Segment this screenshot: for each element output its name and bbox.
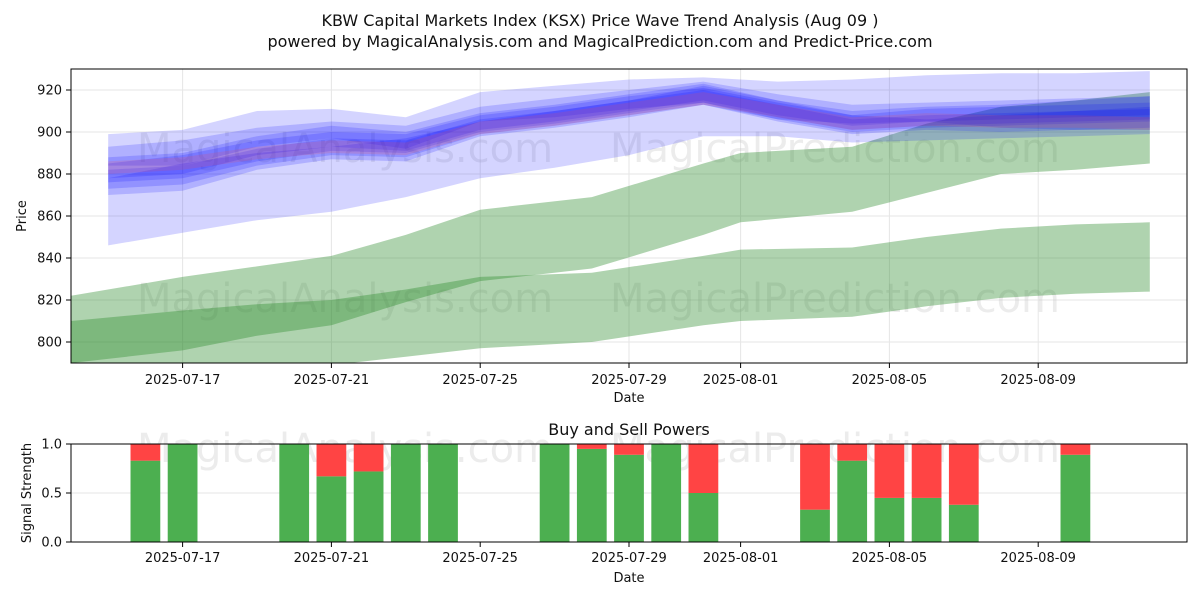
buy-power-bar	[651, 444, 682, 542]
bottom-x-tick-label: 2025-08-01	[703, 551, 779, 566]
bottom-x-axis-label: Date	[613, 571, 644, 586]
top-x-tick-label: 2025-08-09	[1000, 373, 1076, 388]
buy-power-bar	[130, 460, 161, 542]
watermark-text: MagicalAnalysis.com	[137, 276, 553, 322]
blue-price-band	[108, 87, 1150, 179]
sell-power-bar	[874, 444, 905, 498]
blue-price-band	[108, 90, 1150, 183]
top-x-tick-label: 2025-07-21	[294, 373, 370, 388]
top-y-tick-label: 900	[37, 126, 62, 141]
top-y-tick-label: 840	[37, 252, 62, 267]
top-x-axis-label: Date	[613, 391, 644, 406]
buy-power-bar	[688, 493, 719, 542]
top-y-tick-label: 880	[37, 168, 62, 183]
buy-power-bar	[167, 444, 198, 542]
buy-power-bar	[539, 444, 570, 542]
top-y-tick-label: 920	[37, 84, 62, 99]
signal-chart-panel: MagicalAnalysis.comMagicalPrediction.com…	[20, 420, 1188, 586]
figure-title: KBW Capital Markets Index (KSX) Price Wa…	[322, 11, 879, 30]
bottom-x-tick-label: 2025-08-05	[852, 551, 928, 566]
top-x-tick-label: 2025-08-05	[852, 373, 928, 388]
buy-power-bar	[428, 444, 458, 542]
top-x-tick-label: 2025-08-01	[703, 373, 779, 388]
watermark-text: MagicalPrediction.com	[610, 126, 1060, 172]
top-x-tick-label: 2025-07-17	[145, 373, 221, 388]
bottom-y-tick-label: 1.0	[41, 438, 62, 453]
watermark-text: MagicalPrediction.com	[610, 276, 1060, 322]
buy-power-bar	[576, 448, 607, 542]
sell-power-bar	[353, 444, 384, 472]
top-x-tick-label: 2025-07-29	[591, 373, 667, 388]
sell-power-bar	[316, 444, 347, 477]
bottom-x-tick-label: 2025-07-21	[294, 551, 370, 566]
sell-power-bar	[688, 444, 719, 493]
blue-price-band	[108, 83, 1150, 189]
figure-titles: KBW Capital Markets Index (KSX) Price Wa…	[267, 11, 932, 51]
buy-power-bar	[316, 476, 347, 542]
blue-price-band	[108, 85, 1150, 246]
watermark-text: MagicalPrediction.com	[610, 426, 1060, 472]
sell-power-bar	[911, 444, 942, 498]
buy-power-bar	[279, 444, 310, 542]
buy-power-bar	[614, 454, 644, 542]
bottom-chart-title: Buy and Sell Powers	[548, 420, 710, 439]
green-price-band	[71, 92, 1150, 363]
buy-power-bar	[390, 444, 421, 542]
blue-price-band	[108, 81, 1150, 195]
top-x-tick-label: 2025-07-25	[442, 373, 518, 388]
buy-power-bar	[353, 471, 384, 542]
sell-power-bar	[837, 444, 868, 461]
bottom-y-tick-label: 0.0	[41, 536, 62, 551]
buy-power-bar	[837, 460, 868, 542]
price-bands	[71, 71, 1150, 363]
buy-power-bar	[948, 504, 979, 542]
sell-power-bar	[130, 444, 161, 461]
bottom-x-tick-label: 2025-07-29	[591, 551, 667, 566]
sell-power-bar	[614, 444, 644, 455]
top-y-tick-label: 860	[37, 210, 62, 225]
buy-power-bar	[800, 509, 830, 542]
sell-power-bar	[800, 444, 830, 510]
bottom-y-tick-label: 0.5	[41, 487, 62, 502]
top-y-tick-label: 820	[37, 294, 62, 309]
bottom-y-axis-label: Signal Strength	[20, 443, 35, 543]
top-y-tick-label: 800	[37, 336, 62, 351]
price-chart-panel: MagicalAnalysis.com MagicalPrediction.com…	[15, 68, 1188, 406]
red-price-band	[108, 92, 1150, 174]
buy-power-bar	[1060, 454, 1091, 542]
bottom-x-tick-label: 2025-08-09	[1000, 551, 1076, 566]
sell-power-bar	[576, 444, 607, 449]
top-y-axis-label: Price	[15, 200, 30, 232]
bottom-x-tick-label: 2025-07-25	[442, 551, 518, 566]
sell-power-bar	[1060, 444, 1091, 455]
buy-power-bar	[874, 497, 905, 542]
blue-price-band	[108, 71, 1150, 166]
green-price-band	[71, 222, 1150, 363]
figure-subtitle: powered by MagicalAnalysis.com and Magic…	[267, 32, 932, 51]
sell-power-bar	[948, 444, 979, 505]
bottom-x-tick-label: 2025-07-17	[145, 551, 221, 566]
watermark-text: MagicalAnalysis.com	[137, 126, 553, 172]
buy-power-bar	[911, 497, 942, 542]
